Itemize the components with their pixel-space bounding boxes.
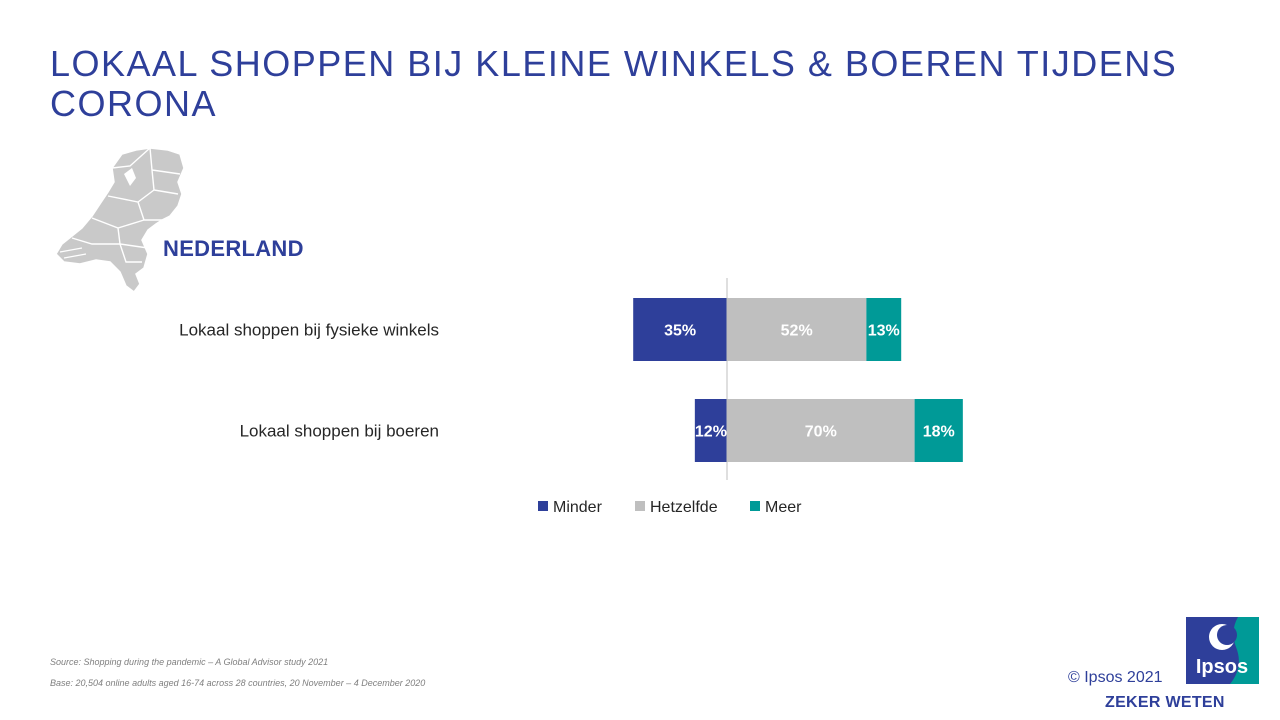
tagline-text: ZEKER WETEN bbox=[1105, 694, 1225, 711]
bar-hetzelfde bbox=[727, 399, 915, 462]
legend-swatch bbox=[635, 501, 645, 511]
legend-label: Minder bbox=[553, 499, 603, 516]
map-inlet bbox=[124, 168, 136, 186]
data-label: 70% bbox=[805, 424, 837, 441]
bar-segments bbox=[633, 298, 963, 462]
bar-minder bbox=[694, 399, 727, 462]
bar-minder bbox=[633, 298, 727, 361]
data-labels: 35% 52% 13% 12% 70% 18% bbox=[664, 323, 955, 441]
map-islands bbox=[59, 247, 87, 259]
category-label: Lokaal shoppen bij fysieke winkels bbox=[179, 321, 439, 340]
svg-text:Ipsos: Ipsos bbox=[1196, 656, 1248, 678]
data-label: 35% bbox=[664, 323, 696, 340]
data-label: 13% bbox=[868, 323, 900, 340]
source-note: Source: Shopping during the pandemic – A… bbox=[50, 657, 329, 667]
map-borders bbox=[71, 147, 181, 263]
chart-legend: Minder Hetzelfde Meer bbox=[538, 499, 802, 516]
bar-meer bbox=[914, 399, 963, 462]
copyright-text: © Ipsos 2021 bbox=[1068, 669, 1163, 686]
legend-swatch bbox=[538, 501, 548, 511]
bar-hetzelfde bbox=[727, 298, 867, 361]
legend-swatch bbox=[750, 501, 760, 511]
page-title: LOKAAL SHOPPEN BIJ KLEINE WINKELS & BOER… bbox=[50, 43, 1178, 124]
legend-label: Hetzelfde bbox=[650, 499, 718, 516]
data-label: 12% bbox=[695, 424, 727, 441]
base-note: Base: 20,504 online adults aged 16-74 ac… bbox=[50, 678, 426, 688]
bar-meer bbox=[866, 298, 902, 361]
map-shape bbox=[55, 147, 185, 294]
country-label: NEDERLAND bbox=[163, 236, 304, 261]
data-label: 52% bbox=[781, 323, 813, 340]
legend-label: Meer bbox=[765, 499, 802, 516]
data-label: 18% bbox=[923, 424, 955, 441]
ipsos-logo: Ipsos bbox=[1186, 617, 1259, 684]
netherlands-map-icon bbox=[55, 147, 185, 294]
category-labels: Lokaal shoppen bij fysieke winkels Lokaal… bbox=[179, 321, 439, 441]
category-label: Lokaal shoppen bij boeren bbox=[240, 422, 439, 441]
